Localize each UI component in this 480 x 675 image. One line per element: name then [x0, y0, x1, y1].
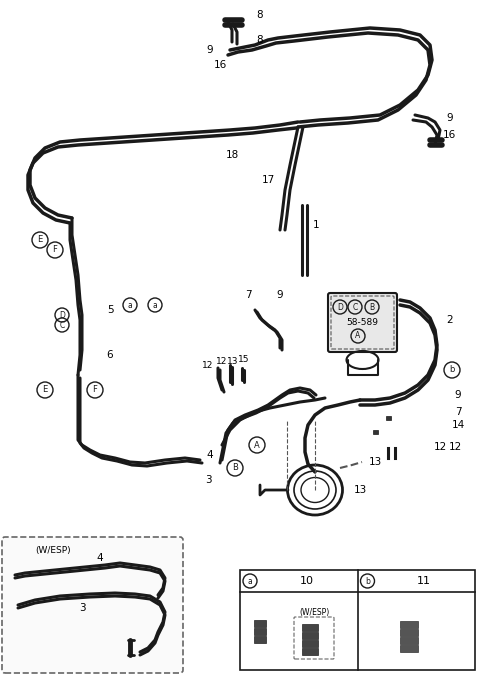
Text: 8: 8: [257, 10, 264, 20]
Text: 18: 18: [226, 150, 239, 160]
Text: 3: 3: [79, 603, 85, 613]
Bar: [385, 416, 391, 420]
Text: 9: 9: [207, 45, 213, 55]
Text: 7: 7: [245, 290, 252, 300]
Text: C: C: [352, 302, 358, 311]
FancyBboxPatch shape: [328, 293, 397, 352]
Text: b: b: [449, 365, 455, 375]
Text: 3: 3: [204, 475, 211, 485]
Text: 2: 2: [447, 315, 453, 325]
Text: 13: 13: [368, 457, 382, 467]
Bar: [254, 628, 266, 635]
Text: 4: 4: [207, 450, 213, 460]
Text: 10: 10: [300, 576, 314, 586]
Text: B: B: [370, 302, 374, 311]
Bar: [254, 620, 266, 627]
Text: a: a: [248, 576, 252, 585]
Text: 15: 15: [238, 356, 250, 365]
Text: D: D: [59, 310, 65, 319]
Text: 16: 16: [443, 130, 456, 140]
Text: B: B: [232, 464, 238, 472]
Text: 9: 9: [276, 290, 283, 300]
Text: F: F: [93, 385, 97, 394]
Bar: [302, 640, 318, 647]
Bar: [240, 570, 475, 670]
Text: b: b: [365, 576, 370, 585]
Bar: [399, 637, 418, 644]
Bar: [372, 431, 377, 433]
Text: 12: 12: [216, 358, 228, 367]
Text: a: a: [128, 300, 132, 310]
FancyBboxPatch shape: [2, 537, 183, 673]
Text: D: D: [337, 302, 343, 311]
Text: 13: 13: [353, 485, 367, 495]
Text: A: A: [355, 331, 360, 340]
Text: 8: 8: [257, 35, 264, 45]
Text: 16: 16: [214, 60, 227, 70]
Text: 12: 12: [448, 442, 462, 452]
Text: 1: 1: [312, 220, 319, 230]
Text: 4: 4: [96, 553, 103, 563]
Bar: [399, 621, 418, 628]
Text: 17: 17: [262, 175, 275, 185]
Text: (W/ESP): (W/ESP): [300, 608, 330, 616]
Text: a: a: [153, 300, 157, 310]
Text: (W/ESP): (W/ESP): [35, 545, 71, 554]
Text: 9: 9: [447, 113, 453, 123]
Text: E: E: [37, 236, 43, 244]
Text: F: F: [53, 246, 58, 254]
Text: 5: 5: [107, 305, 113, 315]
Text: 6: 6: [107, 350, 113, 360]
Text: 12: 12: [433, 442, 446, 452]
Bar: [302, 632, 318, 639]
Text: 7: 7: [455, 407, 461, 417]
Text: 14: 14: [451, 420, 465, 430]
Bar: [302, 624, 318, 631]
Text: 11: 11: [417, 576, 431, 586]
Text: E: E: [42, 385, 48, 394]
Bar: [399, 645, 418, 652]
Text: A: A: [254, 441, 260, 450]
Text: 12: 12: [202, 360, 214, 369]
Text: 58-589: 58-589: [347, 318, 379, 327]
Bar: [399, 629, 418, 636]
Bar: [302, 648, 318, 655]
Text: 9: 9: [455, 390, 461, 400]
Text: 13: 13: [227, 358, 239, 367]
Text: C: C: [60, 321, 65, 329]
Bar: [254, 636, 266, 643]
